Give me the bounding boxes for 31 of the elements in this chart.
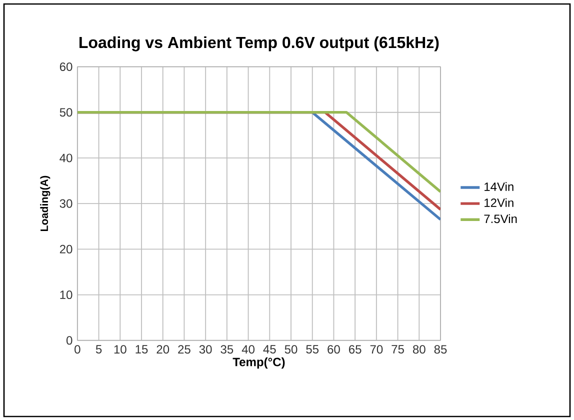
y-tick-label: 20 [60, 244, 72, 254]
x-tick-label: 35 [220, 344, 234, 354]
x-tick-label: 25 [178, 344, 190, 354]
y-tick-label: 10 [60, 290, 72, 299]
x-tick-label: 20 [156, 344, 170, 354]
x-tick-label: 60 [328, 344, 340, 354]
x-axis-title: Temp(°C) [232, 357, 285, 368]
y-tick-label: 60 [60, 62, 72, 71]
x-tick-label: 45 [263, 344, 276, 354]
y-tick-label: 50 [60, 108, 72, 116]
x-tick-label: 30 [199, 344, 212, 354]
x-tick-label: 80 [412, 344, 426, 354]
legend-label: 14Vin [484, 182, 514, 191]
x-tick-label: 75 [392, 344, 404, 354]
x-tick-label: 65 [349, 344, 362, 354]
x-tick-label: 10 [114, 344, 126, 354]
x-tick-label: 55 [306, 344, 319, 354]
chart-title: Loading vs Ambient Temp 0.6V output (615kHz) [80, 36, 439, 52]
x-tick-label: 85 [434, 344, 447, 354]
y-tick-label: 30 [60, 199, 72, 208]
y-tick-label: 40 [60, 153, 72, 162]
x-tick-label: 70 [370, 344, 383, 354]
x-tick-label: 15 [136, 344, 148, 354]
x-tick-label: 0 [74, 344, 80, 354]
legend-label: 7.5Vin [484, 214, 517, 223]
y-tick-label: 0 [66, 336, 72, 344]
x-tick-label: 50 [284, 344, 298, 354]
y-axis-title: Loading(A) [40, 176, 50, 231]
x-tick-label: 40 [242, 344, 255, 354]
x-tick-label: 5 [96, 344, 102, 354]
legend-label: 12Vin [484, 198, 514, 207]
